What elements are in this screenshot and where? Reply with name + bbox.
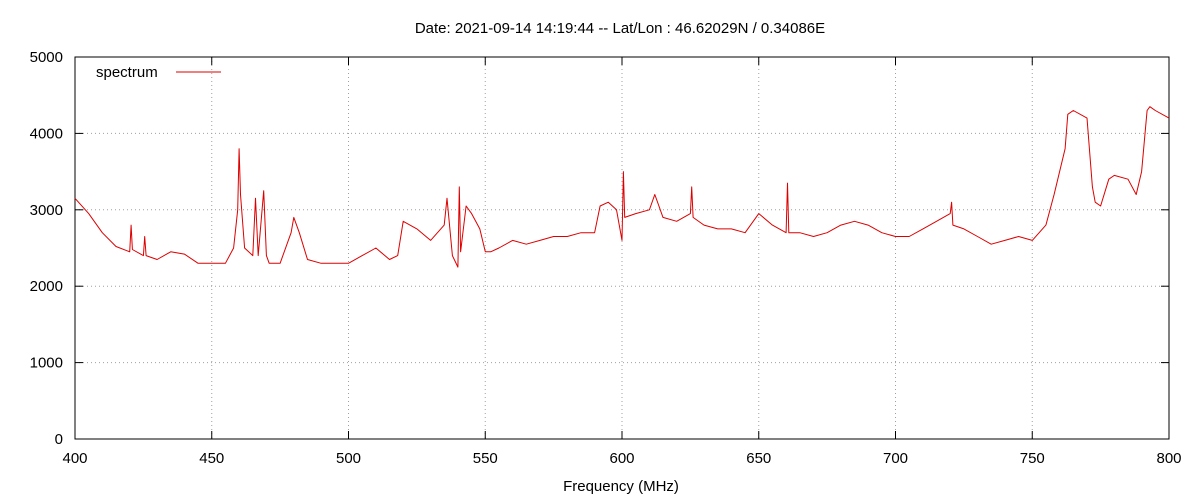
- x-axis-label: Frequency (MHz): [563, 478, 679, 495]
- x-tick-label: 750: [1020, 450, 1045, 467]
- series-layer: [74, 106, 1170, 268]
- x-tick-label: 500: [336, 450, 361, 467]
- x-tick-label: 700: [883, 450, 908, 467]
- y-tick-label: 2000: [30, 278, 63, 295]
- chart-title: Date: 2021-09-14 14:19:44 -- Lat/Lon : 4…: [415, 20, 825, 37]
- y-tick-label: 0: [55, 431, 63, 448]
- x-tick-label: 550: [473, 450, 498, 467]
- y-tick-label: 4000: [30, 125, 63, 142]
- x-tick-label: 400: [62, 450, 87, 467]
- y-tick-label: 5000: [30, 49, 63, 66]
- x-tick-label: 600: [609, 450, 634, 467]
- x-tick-label: 650: [746, 450, 771, 467]
- y-tick-label: 1000: [30, 355, 63, 372]
- series-line-spectrum: [74, 106, 1170, 268]
- legend: spectrum: [96, 64, 221, 81]
- x-tick-label: 800: [1156, 450, 1181, 467]
- legend-label: spectrum: [96, 64, 158, 81]
- y-tick-label: 3000: [30, 202, 63, 219]
- grid-lines: [75, 57, 1169, 439]
- axis-ticks: 400 450 500 550 600 650 700 750 800 0 1000 2000 3000…: [30, 49, 1182, 467]
- x-tick-label: 450: [199, 450, 224, 467]
